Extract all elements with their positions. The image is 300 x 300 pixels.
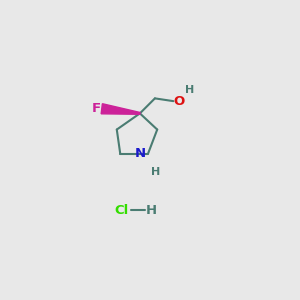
Text: Cl: Cl bbox=[115, 204, 129, 217]
Text: N: N bbox=[134, 147, 146, 160]
Text: H: H bbox=[152, 167, 161, 176]
Text: O: O bbox=[173, 94, 184, 108]
Polygon shape bbox=[101, 104, 140, 114]
Text: F: F bbox=[92, 102, 100, 115]
Text: H: H bbox=[146, 204, 157, 217]
Text: H: H bbox=[185, 85, 194, 95]
